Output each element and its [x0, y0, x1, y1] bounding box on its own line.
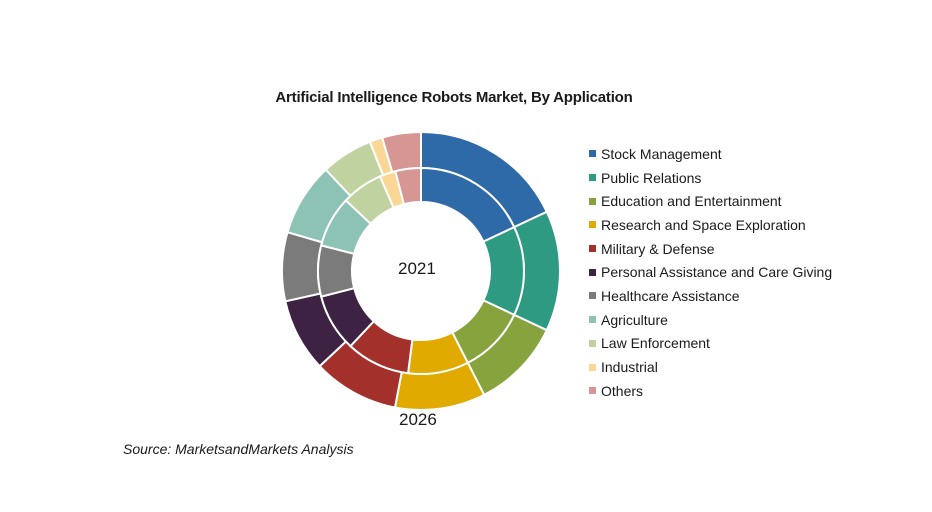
legend-swatch: [589, 268, 596, 276]
slice-2021-10: [394, 166, 422, 206]
ring-label-2021: 2021: [398, 259, 436, 278]
legend-item: Industrial: [589, 355, 832, 379]
legend-label: Agriculture: [601, 311, 668, 328]
slice-2021-1: [482, 225, 525, 317]
legend-item: Agriculture: [589, 308, 832, 332]
legend-label: Stock Management: [601, 145, 722, 162]
legend-swatch: [589, 292, 596, 300]
legend-label: Military & Defense: [601, 240, 715, 257]
legend-swatch: [589, 387, 596, 395]
source-note: Source: MarketsandMarkets Analysis: [123, 441, 354, 457]
ring-label-2026: 2026: [399, 410, 437, 429]
legend-swatch: [589, 245, 596, 253]
legend-swatch: [589, 316, 596, 324]
legend-label: Education and Entertainment: [601, 193, 782, 210]
legend-item: Law Enforcement: [589, 332, 832, 356]
legend-item: Military & Defense: [589, 237, 832, 261]
legend-swatch: [589, 174, 596, 182]
legend-label: Research and Space Exploration: [601, 216, 806, 233]
legend-label: Personal Assistance and Care Giving: [601, 264, 833, 281]
legend-item: Research and Space Exploration: [589, 213, 832, 237]
legend-swatch: [589, 339, 596, 347]
legend-label: Industrial: [601, 359, 658, 376]
legend-label: Public Relations: [601, 169, 702, 186]
slice-2026-6: [281, 230, 324, 303]
legend-swatch: [589, 221, 596, 229]
legend: Stock Management Public Relations Educatio…: [589, 142, 832, 403]
legend-item: Healthcare Assistance: [589, 284, 832, 308]
chart-title: Artificial Intelligence Robots Market, B…: [275, 89, 633, 106]
legend-item: Personal Assistance and Care Giving: [589, 260, 832, 284]
legend-item: Education and Entertainment: [589, 189, 832, 213]
legend-item: Public Relations: [589, 166, 832, 190]
legend-item: Stock Management: [589, 142, 832, 166]
legend-label: Healthcare Assistance: [601, 287, 740, 304]
legend-swatch: [589, 197, 596, 205]
legend-item: Others: [589, 379, 832, 403]
legend-swatch: [589, 363, 596, 371]
legend-label: Others: [601, 382, 644, 399]
legend-swatch: [589, 150, 596, 158]
legend-label: Law Enforcement: [601, 335, 710, 352]
